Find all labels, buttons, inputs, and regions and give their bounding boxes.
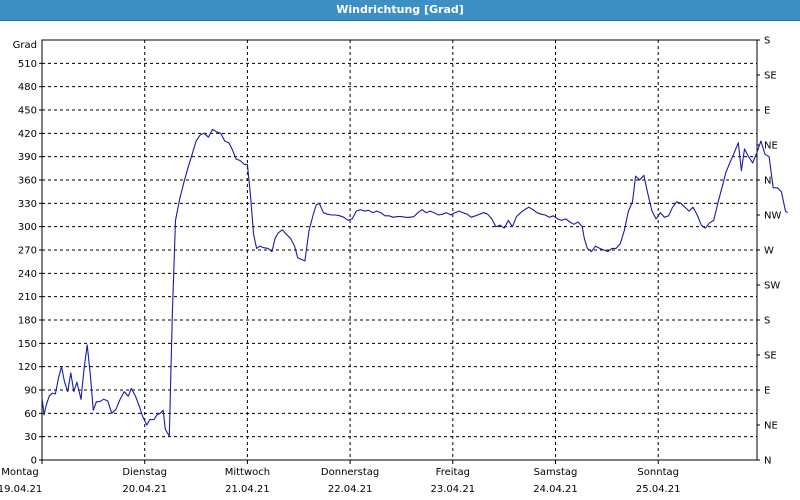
y-tick-label: 90: [24, 386, 37, 397]
x-tick-day-label: Samstag: [534, 467, 578, 478]
y-tick-label: 210: [18, 292, 37, 303]
x-tick-date-label: 21.04.21: [225, 484, 270, 495]
y-tick-label: 180: [18, 316, 37, 327]
right-axis-label: W: [764, 246, 774, 257]
y-tick-label: 300: [18, 222, 37, 233]
right-axis-label: NW: [764, 211, 781, 222]
chart-window-title: Windrichtung [Grad]: [0, 0, 800, 21]
right-axis-label: N: [764, 456, 771, 467]
y-tick-label: 360: [18, 176, 37, 187]
right-axis-label: SE: [764, 351, 777, 362]
right-axis-label: E: [764, 106, 770, 117]
y-tick-label: 510: [18, 59, 37, 70]
right-axis-label: E: [764, 386, 770, 397]
y-tick-label: 390: [18, 152, 37, 163]
right-axis-label: S: [764, 36, 770, 47]
y-tick-label: 60: [24, 409, 37, 420]
x-tick-day-label: Freitag: [436, 467, 470, 478]
right-axis-label: SW: [764, 281, 780, 292]
y-tick-label: 330: [18, 199, 37, 210]
x-tick-day-label: Sonntag: [637, 467, 679, 478]
x-tick-date-label: 25.04.21: [636, 484, 681, 495]
right-axis-label: SE: [764, 71, 777, 82]
x-tick-day-label: Montag: [1, 467, 38, 478]
y-tick-label: 120: [18, 362, 37, 373]
y-tick-label: 0: [31, 456, 37, 467]
x-tick-date-label: 19.04.21: [0, 484, 42, 495]
x-tick-date-label: 24.04.21: [533, 484, 578, 495]
right-axis-label: N: [764, 176, 771, 187]
y-tick-label: 270: [18, 246, 37, 257]
y-tick-label: 480: [18, 82, 37, 93]
y-tick-label: 240: [18, 269, 37, 280]
y-tick-label: 420: [18, 129, 37, 140]
y-tick-label: 30: [24, 432, 37, 443]
y-axis-label: Grad: [13, 40, 37, 51]
x-tick-date-label: 20.04.21: [122, 484, 167, 495]
wind-direction-line: [41, 128, 788, 437]
y-tick-label: 450: [18, 106, 37, 117]
x-tick-date-label: 22.04.21: [328, 484, 373, 495]
x-tick-day-label: Donnerstag: [321, 467, 379, 478]
x-tick-day-label: Mittwoch: [225, 467, 270, 478]
right-axis-label: NE: [764, 421, 778, 432]
x-tick-day-label: Dienstag: [122, 467, 167, 478]
right-axis-label: S: [764, 316, 770, 327]
x-tick-date-label: 23.04.21: [431, 484, 476, 495]
y-tick-label: 150: [18, 339, 37, 350]
right-axis-label: NE: [764, 141, 778, 152]
